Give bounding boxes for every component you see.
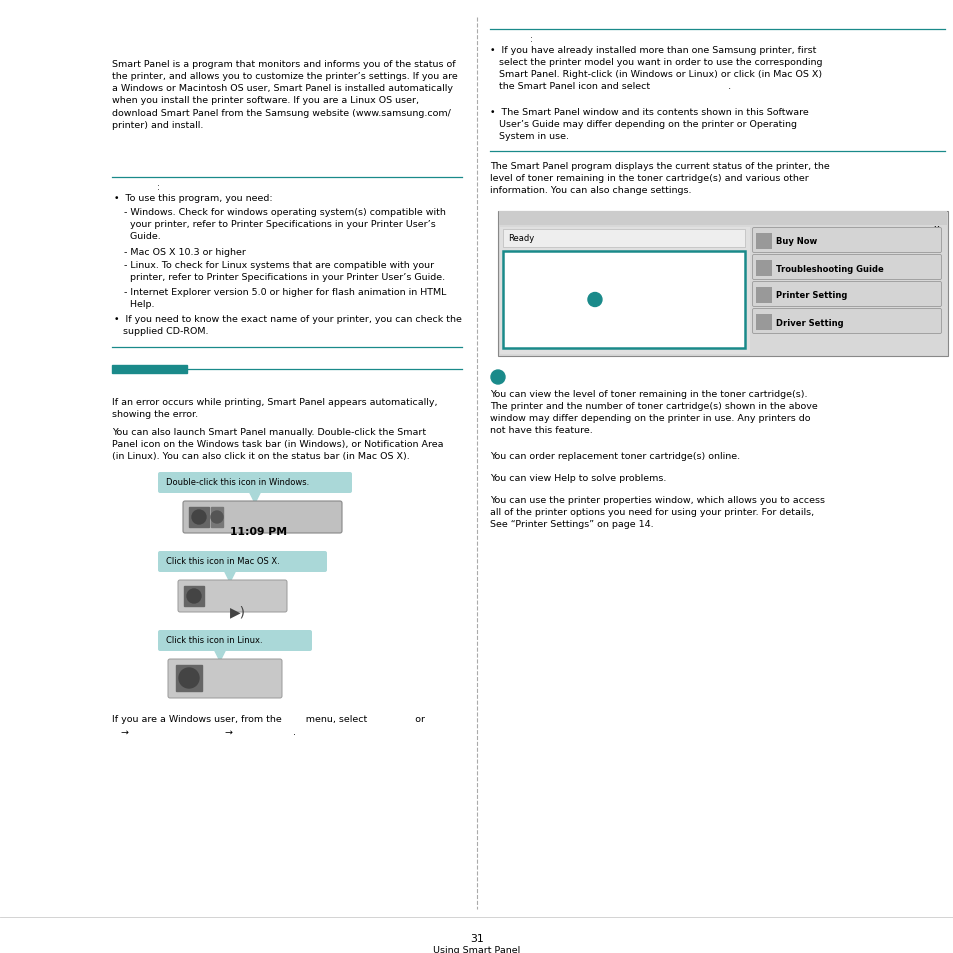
- Text: Buy Now: Buy Now: [775, 237, 817, 246]
- Circle shape: [491, 371, 504, 385]
- Text: x: x: [933, 224, 939, 233]
- Text: - Windows. Check for windows operating system(s) compatible with
  your printer,: - Windows. Check for windows operating s…: [124, 208, 445, 241]
- Text: :: :: [157, 183, 159, 192]
- Circle shape: [587, 294, 601, 307]
- Bar: [502, 230, 744, 248]
- Text: Smart Panel is a program that monitors and informs you of the status of
the prin: Smart Panel is a program that monitors a…: [112, 60, 457, 130]
- Bar: [755, 233, 771, 250]
- Polygon shape: [224, 571, 235, 582]
- FancyBboxPatch shape: [178, 580, 287, 613]
- Circle shape: [187, 589, 201, 603]
- Text: •  To use this program, you need:: • To use this program, you need:: [113, 193, 273, 203]
- Text: Click this icon in Linux.: Click this icon in Linux.: [166, 636, 262, 644]
- Text: Ready: Ready: [507, 233, 534, 243]
- Text: 11:09 PM: 11:09 PM: [230, 526, 287, 537]
- Text: You can order replacement toner cartridge(s) online.: You can order replacement toner cartridg…: [490, 452, 740, 460]
- Text: - Internet Explorer version 5.0 or higher for flash animation in HTML
  Help.: - Internet Explorer version 5.0 or highe…: [124, 288, 446, 309]
- Bar: [499, 228, 749, 355]
- Polygon shape: [213, 649, 226, 661]
- Text: The Smart Panel program displays the current status of the printer, the
level of: The Smart Panel program displays the cur…: [490, 162, 829, 195]
- Text: You can view Help to solve problems.: You can view Help to solve problems.: [490, 474, 666, 482]
- Text: 31: 31: [470, 933, 483, 943]
- Bar: [497, 212, 947, 356]
- Bar: [184, 586, 204, 606]
- Text: Printer Setting: Printer Setting: [775, 292, 846, 300]
- Text: Click this icon in Mac OS X.: Click this icon in Mac OS X.: [166, 557, 279, 565]
- Bar: [755, 261, 771, 276]
- Circle shape: [192, 511, 206, 524]
- Bar: [211, 507, 223, 527]
- Text: Double-click this icon in Windows.: Double-click this icon in Windows.: [166, 477, 309, 486]
- Text: You can use the printer properties window, which allows you to access
all of the: You can use the printer properties windo…: [490, 496, 824, 529]
- FancyBboxPatch shape: [752, 229, 941, 253]
- Text: •  If you need to know the exact name of your printer, you can check the
   supp: • If you need to know the exact name of …: [113, 314, 461, 335]
- Text: - Linux. To check for Linux systems that are compatible with your
  printer, ref: - Linux. To check for Linux systems that…: [124, 261, 445, 282]
- Text: Driver Setting: Driver Setting: [775, 318, 842, 327]
- Text: Using Smart Panel: Using Smart Panel: [433, 945, 520, 953]
- Circle shape: [179, 668, 199, 688]
- Text: If an error occurs while printing, Smart Panel appears automatically,
showing th: If an error occurs while printing, Smart…: [112, 397, 437, 418]
- Bar: [112, 366, 187, 374]
- Bar: [755, 314, 771, 331]
- FancyBboxPatch shape: [183, 501, 341, 534]
- Bar: [502, 252, 744, 349]
- Bar: [755, 288, 771, 304]
- FancyBboxPatch shape: [752, 282, 941, 307]
- Text: You can view the level of toner remaining in the toner cartridge(s).
The printer: You can view the level of toner remainin…: [490, 390, 817, 435]
- Text: ▶): ▶): [230, 604, 246, 618]
- Text: →                                →                    .: → → .: [112, 727, 295, 737]
- Text: •  If you have already installed more than one Samsung printer, first
   select : • If you have already installed more tha…: [490, 46, 821, 91]
- Text: •  The Smart Panel window and its contents shown in this Software
   User’s Guid: • The Smart Panel window and its content…: [490, 108, 808, 141]
- Text: If you are a Windows user, from the        menu, select                or: If you are a Windows user, from the menu…: [112, 714, 424, 723]
- Circle shape: [211, 512, 223, 523]
- Polygon shape: [249, 492, 261, 503]
- Text: :: :: [530, 35, 532, 44]
- FancyBboxPatch shape: [168, 659, 282, 699]
- Text: Troubleshooting Guide: Troubleshooting Guide: [775, 264, 882, 274]
- FancyBboxPatch shape: [752, 309, 941, 335]
- Bar: [189, 507, 209, 527]
- FancyBboxPatch shape: [158, 552, 327, 573]
- FancyBboxPatch shape: [158, 473, 352, 494]
- FancyBboxPatch shape: [752, 255, 941, 280]
- FancyBboxPatch shape: [158, 630, 312, 651]
- Bar: [175, 665, 202, 691]
- Text: - Mac OS X 10.3 or higher: - Mac OS X 10.3 or higher: [124, 248, 246, 256]
- Text: You can also launch Smart Panel manually. Double-click the Smart
Panel icon on t: You can also launch Smart Panel manually…: [112, 428, 443, 461]
- Bar: [498, 212, 946, 226]
